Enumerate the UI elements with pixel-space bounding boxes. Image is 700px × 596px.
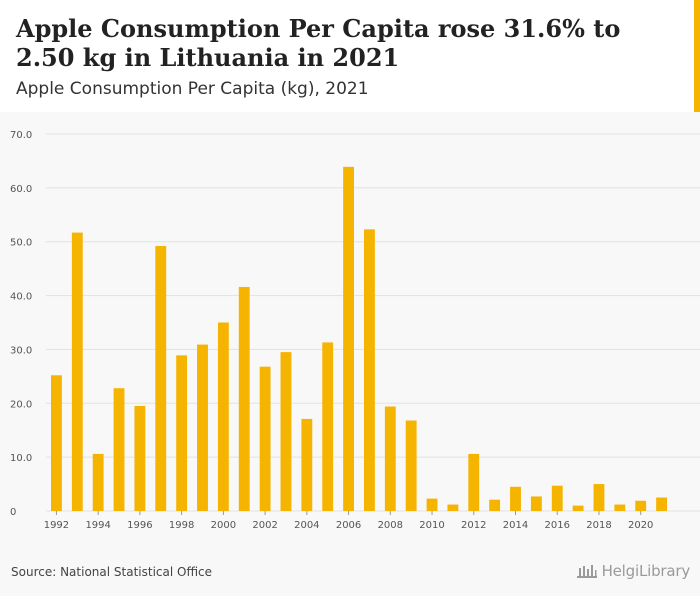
- y-tick-label: 40.0: [10, 292, 32, 303]
- bar-2008: [384, 406, 396, 511]
- x-tick-label: 2012: [461, 520, 486, 531]
- bar-2015: [530, 496, 542, 511]
- x-tick-label: 2008: [378, 520, 403, 531]
- bar-1994: [92, 453, 104, 511]
- bar-1992: [51, 375, 62, 511]
- x-tick-label: 2000: [211, 520, 236, 531]
- bar-2012: [468, 453, 480, 511]
- source-note: Source: National Statistical Office: [11, 565, 213, 579]
- x-tick-label: 2010: [419, 520, 444, 531]
- bar-2010: [426, 498, 438, 511]
- y-tick-label: 0: [10, 507, 16, 518]
- bar-2013: [489, 499, 501, 511]
- bar-chart: 010.020.030.040.050.060.070.0 1992 1994 19…: [10, 130, 700, 531]
- x-tick-label: 2018: [586, 520, 611, 531]
- bar-2004: [301, 418, 313, 511]
- bar-1997: [155, 246, 167, 511]
- bar-1993: [71, 232, 83, 511]
- y-tick-label: 70.0: [10, 130, 32, 141]
- bar-2005: [322, 342, 334, 511]
- library-building-icon: [576, 565, 597, 578]
- bar-2003: [280, 352, 292, 511]
- x-tick-label: 2020: [628, 520, 653, 531]
- x-tick-label: 1994: [85, 520, 110, 531]
- x-tick-label: 2014: [503, 520, 528, 531]
- bars: [51, 166, 667, 512]
- bar-2007: [364, 229, 375, 511]
- y-tick-label: 60.0: [10, 184, 32, 195]
- bar-2002: [259, 366, 271, 511]
- bar-2020: [635, 500, 647, 511]
- x-axis-ticks: 1992 1994 1996 1998 2000 2002 2004 2006 2008 2010…: [44, 511, 653, 531]
- y-tick-label: 10.0: [10, 453, 32, 464]
- chart-title: Apple Consumption Per Capita rose 31.6% …: [16, 14, 621, 72]
- bar-2017: [572, 505, 584, 511]
- x-tick-label: 2006: [336, 520, 361, 531]
- x-tick-label: 1996: [127, 520, 152, 531]
- helgi-library-logo: HelgiLibrary: [576, 562, 690, 580]
- y-tick-label: 20.0: [10, 399, 32, 410]
- bar-1996: [134, 405, 146, 511]
- bar-2016: [551, 485, 563, 511]
- y-axis-ticks: 0 10.0 20.0 30.0 40.0 50.0 60.0 70.0: [10, 130, 32, 518]
- x-tick-label: 1992: [44, 520, 69, 531]
- bar-2018: [593, 484, 605, 511]
- bar-1995: [113, 388, 125, 511]
- chart-subtitle: Apple Consumption Per Capita (kg), 2021: [16, 79, 369, 99]
- header: Apple Consumption Per Capita rose 31.6% …: [0, 0, 694, 112]
- y-tick-label: 50.0: [10, 238, 32, 249]
- y-tick-label: 30.0: [10, 345, 32, 356]
- x-tick-label: 1998: [169, 520, 194, 531]
- x-tick-label: 2004: [294, 520, 319, 531]
- bar-2006: [343, 166, 354, 512]
- bar-2019: [614, 504, 626, 511]
- bar-2014: [510, 486, 521, 511]
- logo-text: HelgiLibrary: [601, 562, 691, 580]
- bar-1998: [176, 355, 188, 511]
- bar-2001: [238, 286, 250, 511]
- bar-2000: [217, 322, 229, 511]
- x-tick-label: 2016: [545, 520, 570, 531]
- x-tick-label: 2002: [252, 520, 277, 531]
- bar-1999: [197, 344, 208, 511]
- bar-2021: [656, 497, 667, 511]
- accent-bar: [694, 0, 700, 112]
- bar-2011: [447, 504, 459, 511]
- bar-2009: [405, 420, 417, 511]
